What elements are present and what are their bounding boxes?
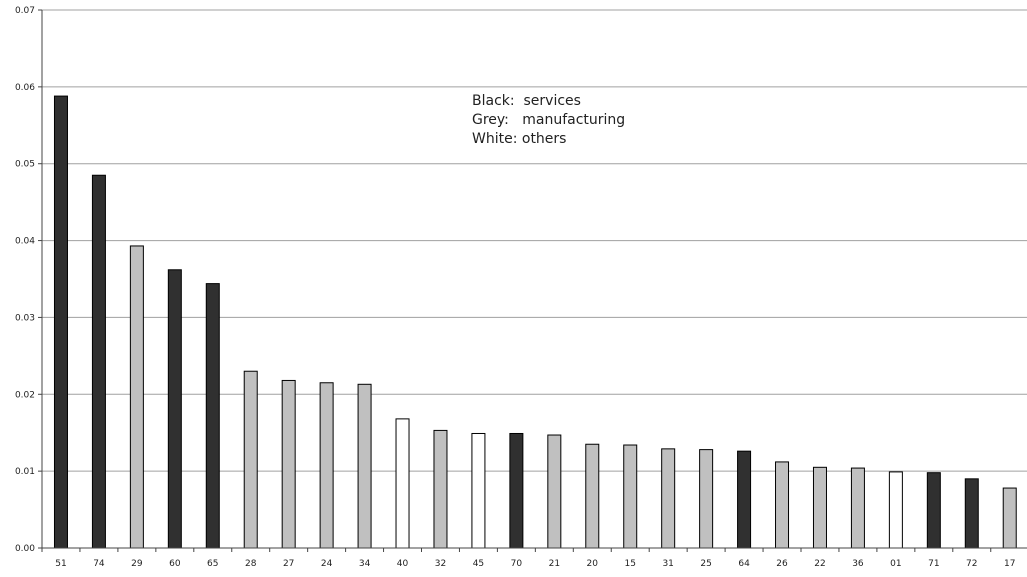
bar-22: [812, 466, 827, 549]
bar-15: [623, 444, 638, 549]
gridlines: [42, 9, 1027, 472]
x-tick-label: 15: [624, 559, 635, 569]
legend: Black: services Grey: manufacturing Whit…: [472, 93, 625, 147]
bar-72: [964, 478, 979, 549]
bar-40: [395, 418, 410, 549]
bar-45: [471, 432, 486, 549]
x-tick-label: 34: [359, 559, 371, 569]
x-tick-label: 70: [511, 559, 523, 569]
bar-34: [357, 383, 372, 549]
x-tick-label: 01: [890, 559, 901, 569]
y-tick-label: 0.02: [15, 390, 35, 400]
x-tick-label: 74: [93, 559, 105, 569]
bar-25: [699, 449, 714, 549]
bars: [53, 95, 1017, 549]
bar-64: [737, 450, 752, 549]
x-tick-label: 60: [169, 559, 181, 569]
x-tick-label: 22: [814, 559, 825, 569]
bar-65: [205, 283, 220, 549]
legend-line-services: Black: services: [472, 93, 581, 109]
legend-line-others: White: others: [472, 131, 566, 147]
bar-31: [661, 448, 676, 549]
y-tick-label: 0.04: [15, 237, 35, 247]
bar-60: [167, 269, 182, 549]
bar-32: [433, 429, 448, 549]
x-tick-label: 51: [55, 559, 66, 569]
y-tick-label: 0.07: [15, 6, 35, 16]
bar-17: [1002, 487, 1017, 549]
bar-27: [281, 379, 296, 549]
x-tick-label: 24: [321, 559, 333, 569]
x-tick-label: 32: [435, 559, 446, 569]
x-axis: 51 74 29 60 65 28 27 24 34 40 32 45 70 21 20 15 31 25 64 26…: [41, 547, 1027, 569]
bar-29: [129, 245, 144, 549]
x-tick-label: 17: [1004, 559, 1015, 569]
y-tick-label: 0.00: [15, 544, 35, 554]
bar-51: [53, 95, 68, 549]
x-tick-label: 45: [473, 559, 484, 569]
x-tick-label: 64: [738, 559, 750, 569]
x-tick-label: 26: [776, 559, 788, 569]
x-tick-label: 21: [549, 559, 560, 569]
x-tick-label: 28: [245, 559, 257, 569]
bar-74: [91, 174, 106, 549]
bar-24: [319, 382, 334, 549]
x-tick-label: 72: [966, 559, 977, 569]
y-tick-label: 0.03: [15, 313, 35, 323]
x-tick-label: 36: [852, 559, 864, 569]
y-axis: 0.00 0.01 0.02 0.03 0.04 0.05 0.06 0.07: [15, 6, 43, 554]
x-tick-label: 31: [662, 559, 673, 569]
bar-21: [547, 434, 562, 549]
x-tick-label: 40: [397, 559, 409, 569]
bar-71: [926, 472, 941, 549]
bar-26: [775, 461, 790, 549]
y-tick-label: 0.01: [15, 467, 35, 477]
x-tick-label: 65: [207, 559, 218, 569]
bar-70: [509, 432, 524, 549]
bar-01: [888, 471, 903, 549]
bar-28: [243, 370, 258, 549]
x-tick-label: 20: [587, 559, 599, 569]
legend-line-manufacturing: Grey: manufacturing: [472, 112, 625, 128]
x-tick-label: 71: [928, 559, 939, 569]
bar-36: [850, 467, 865, 549]
x-tick-label: 27: [283, 559, 294, 569]
x-tick-label: 29: [131, 559, 143, 569]
bar-20: [585, 443, 600, 549]
y-tick-label: 0.06: [15, 83, 35, 93]
y-tick-label: 0.05: [15, 160, 35, 170]
x-tick-label: 25: [700, 559, 711, 569]
